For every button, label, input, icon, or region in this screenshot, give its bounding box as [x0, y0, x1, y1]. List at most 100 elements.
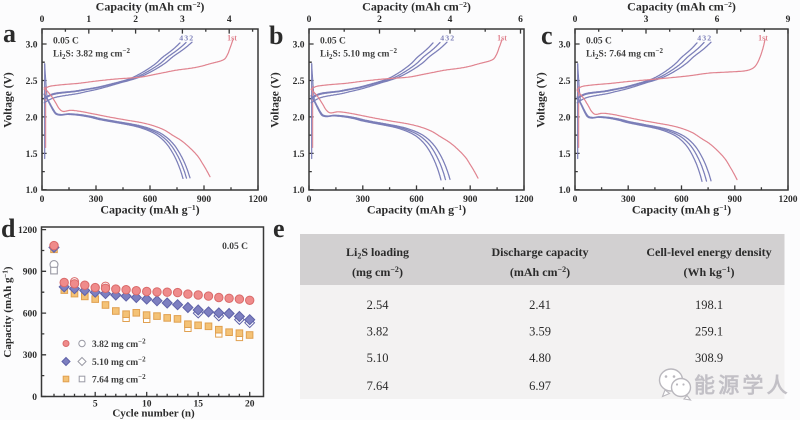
svg-text:Capacity (mAh cm−2): Capacity (mAh cm−2) — [96, 0, 205, 14]
svg-text:0.05 C: 0.05 C — [53, 37, 79, 47]
svg-text:2.0: 2.0 — [293, 113, 305, 123]
svg-text:e: e — [273, 214, 285, 243]
svg-text:3.0: 3.0 — [293, 40, 305, 50]
svg-text:0: 0 — [307, 195, 312, 205]
svg-text:2: 2 — [377, 15, 382, 25]
svg-text:900: 900 — [197, 195, 212, 205]
svg-text:259.1: 259.1 — [695, 325, 723, 339]
svg-text:4 3 2: 4 3 2 — [179, 34, 193, 43]
svg-text:300: 300 — [621, 195, 636, 205]
svg-text:600: 600 — [23, 309, 38, 319]
svg-text:198.1: 198.1 — [695, 298, 723, 312]
svg-text:1st: 1st — [227, 34, 237, 43]
svg-text:3: 3 — [644, 15, 649, 25]
svg-text:1st: 1st — [758, 34, 768, 43]
svg-text:Capacity (mAh g−1): Capacity (mAh g−1) — [100, 203, 199, 217]
svg-text:Li2S: 5.10 mg cm−2: Li2S: 5.10 mg cm−2 — [320, 47, 397, 61]
svg-text:(mAh cm−2): (mAh cm−2) — [510, 265, 570, 279]
svg-text:600: 600 — [409, 195, 424, 205]
svg-text:300: 300 — [356, 195, 371, 205]
svg-text:600: 600 — [143, 195, 158, 205]
svg-text:2.5: 2.5 — [26, 77, 38, 87]
svg-text:Capacity (mAh cm−2): Capacity (mAh cm−2) — [627, 0, 736, 14]
svg-text:2.5: 2.5 — [293, 77, 305, 87]
svg-text:15: 15 — [193, 400, 203, 410]
svg-text:1.5: 1.5 — [293, 150, 305, 160]
svg-text:0: 0 — [573, 15, 578, 25]
svg-text:4 3 2: 4 3 2 — [697, 34, 711, 43]
svg-text:4 3 2: 4 3 2 — [440, 34, 454, 43]
svg-text:1st: 1st — [497, 34, 507, 43]
svg-text:3.82: 3.82 — [367, 325, 389, 339]
svg-text:5: 5 — [93, 400, 98, 410]
svg-text:Capacity (mAh cm−2): Capacity (mAh cm−2) — [362, 0, 471, 14]
svg-text:(mg cm−2): (mg cm−2) — [352, 265, 403, 279]
svg-text:Li2S: 7.64 mg cm−2: Li2S: 7.64 mg cm−2 — [586, 47, 663, 61]
svg-text:3: 3 — [180, 15, 185, 25]
svg-text:1200: 1200 — [515, 195, 534, 205]
svg-text:2.0: 2.0 — [26, 113, 38, 123]
svg-text:1.0: 1.0 — [293, 186, 305, 196]
svg-text:a: a — [3, 19, 16, 48]
svg-text:1: 1 — [86, 15, 91, 25]
svg-text:2.0: 2.0 — [559, 113, 571, 123]
svg-text:0: 0 — [32, 393, 37, 403]
svg-text:4: 4 — [448, 15, 453, 25]
svg-text:0: 0 — [307, 15, 312, 25]
svg-text:Li2S loading: Li2S loading — [346, 245, 409, 261]
svg-text:3.0: 3.0 — [559, 40, 571, 50]
svg-text:0: 0 — [40, 15, 45, 25]
svg-text:4.80: 4.80 — [529, 351, 551, 365]
svg-text:9: 9 — [786, 15, 791, 25]
svg-text:2: 2 — [133, 15, 138, 25]
svg-text:1.0: 1.0 — [559, 186, 571, 196]
svg-text:300: 300 — [89, 195, 104, 205]
svg-text:1200: 1200 — [779, 195, 798, 205]
svg-text:7.64: 7.64 — [367, 379, 390, 393]
svg-text:6.97: 6.97 — [529, 379, 551, 393]
svg-text:0.05 C: 0.05 C — [222, 242, 248, 252]
svg-text:1.5: 1.5 — [559, 150, 571, 160]
svg-text:2.41: 2.41 — [529, 298, 551, 312]
svg-text:3.0: 3.0 — [26, 40, 38, 50]
svg-text:10: 10 — [142, 400, 152, 410]
svg-text:Li2S: 3.82 mg cm−2: Li2S: 3.82 mg cm−2 — [53, 47, 130, 61]
svg-text:Capacity (mAh g−1): Capacity (mAh g−1) — [632, 203, 731, 217]
svg-text:7.64 mg cm−2: 7.64 mg cm−2 — [92, 373, 146, 386]
svg-text:d: d — [1, 214, 16, 243]
svg-text:6: 6 — [518, 15, 523, 25]
svg-text:900: 900 — [23, 268, 38, 278]
svg-text:1200: 1200 — [249, 195, 268, 205]
svg-text:4: 4 — [227, 15, 232, 25]
svg-text:3.82 mg cm−2: 3.82 mg cm−2 — [92, 338, 146, 351]
svg-text:1.0: 1.0 — [26, 186, 38, 196]
svg-text:2.54: 2.54 — [367, 298, 390, 312]
svg-text:Cell-level energy density: Cell-level energy density — [646, 245, 771, 259]
svg-text:(Wh kg−1): (Wh kg−1) — [684, 265, 735, 279]
svg-text:0: 0 — [40, 195, 45, 205]
svg-text:5.10: 5.10 — [367, 351, 389, 365]
svg-text:Capacity (mAh g−1): Capacity (mAh g−1) — [2, 266, 15, 358]
svg-text:1200: 1200 — [18, 226, 37, 236]
svg-text:900: 900 — [463, 195, 478, 205]
svg-text:20: 20 — [245, 400, 255, 410]
svg-text:Discharge capacity: Discharge capacity — [492, 245, 589, 259]
svg-text:3.59: 3.59 — [529, 325, 551, 339]
svg-text:Voltage (V): Voltage (V) — [536, 72, 548, 128]
svg-text:600: 600 — [674, 195, 689, 205]
svg-text:2.5: 2.5 — [559, 77, 571, 87]
svg-text:1.5: 1.5 — [26, 150, 38, 160]
svg-text:0.05 C: 0.05 C — [586, 37, 612, 47]
svg-text:b: b — [269, 21, 283, 50]
svg-text:0.05 C: 0.05 C — [320, 37, 346, 47]
svg-text:900: 900 — [728, 195, 743, 205]
svg-text:0: 0 — [573, 195, 578, 205]
svg-text:6: 6 — [715, 15, 720, 25]
svg-text:300: 300 — [23, 351, 38, 361]
svg-text:Cycle number (n): Cycle number (n) — [112, 408, 195, 420]
svg-text:Voltage (V): Voltage (V) — [3, 72, 15, 128]
svg-text:Voltage (V): Voltage (V) — [270, 72, 282, 128]
svg-text:c: c — [541, 21, 553, 50]
svg-text:5.10 mg cm−2: 5.10 mg cm−2 — [92, 356, 146, 369]
svg-text:308.9: 308.9 — [695, 351, 723, 365]
